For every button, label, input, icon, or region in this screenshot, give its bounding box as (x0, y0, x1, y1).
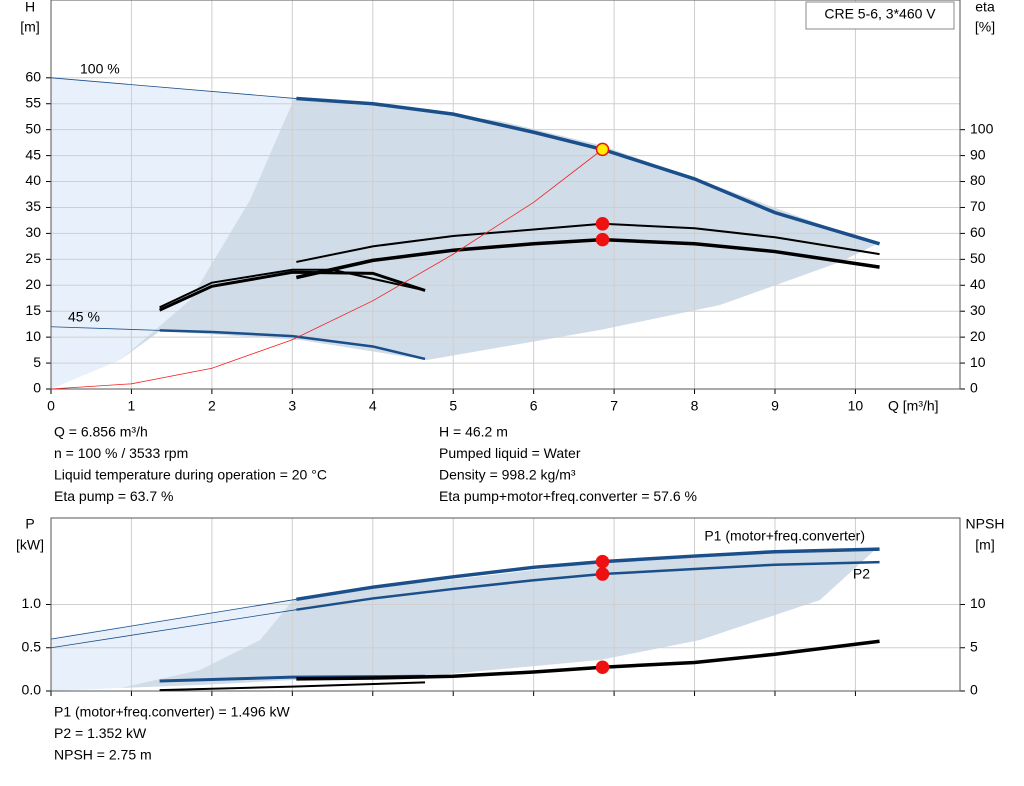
curve (50, 149, 603, 390)
info-line: Liquid temperature during operation = 20… (54, 467, 327, 483)
curve-label: 100 % (80, 61, 120, 77)
operating-point (595, 554, 610, 569)
y-tick-label: 25 (25, 250, 41, 266)
y2-tick-label: 90 (970, 146, 986, 162)
area-light (51, 599, 294, 691)
y2-tick-label: 70 (970, 198, 986, 214)
y-tick-label: 0 (33, 380, 41, 396)
curve (50, 77, 297, 99)
curve (159, 681, 426, 692)
curve (296, 547, 880, 602)
info-line: Pumped liquid = Water (439, 445, 581, 461)
operating-point (595, 567, 610, 581)
curve (50, 598, 297, 640)
info-line: NPSH = 2.75 m (54, 747, 152, 763)
info-line: H = 46.2 m (439, 424, 508, 440)
curve (296, 639, 880, 681)
info-line: Density = 998.2 kg/m³ (439, 467, 576, 483)
y2-tick-label: 0 (970, 380, 978, 396)
operating-point (595, 142, 610, 157)
y-tick-label: 50 (25, 120, 41, 136)
x-tick-label: 8 (691, 398, 699, 414)
y-tick-label: 60 (25, 69, 41, 85)
curve-label: 45 % (68, 309, 100, 325)
curve (296, 96, 881, 246)
operating-point (595, 660, 610, 674)
y-tick-label: 10 (25, 328, 41, 344)
y2-axis-unit: [%] (975, 19, 995, 35)
plot-frame (50, 517, 961, 692)
y2-tick-label: 100 (970, 120, 994, 136)
y-axis-unit: [m] (20, 19, 39, 35)
y-axis-unit: [kW] (16, 537, 44, 553)
y-tick-label: 0.5 (22, 638, 42, 654)
y2-axis-title: eta (975, 0, 995, 15)
model-label: CRE 5-6, 3*460 V (824, 6, 936, 22)
model-box (805, 1, 955, 30)
x-tick-label: 5 (449, 398, 457, 414)
y2-axis-unit: [m] (975, 537, 994, 553)
y2-axis-title: NPSH (966, 516, 1005, 532)
y-tick-label: 1.0 (22, 595, 42, 611)
area-main (120, 548, 877, 688)
info-line: Eta pump+motor+freq.converter = 57.6 % (439, 488, 697, 504)
y2-tick-label: 5 (970, 638, 978, 654)
x-tick-label: 1 (128, 398, 136, 414)
curve (295, 237, 880, 280)
info-line: Eta pump = 63.7 % (54, 488, 173, 504)
curve (296, 560, 880, 611)
y-axis-title: P (25, 516, 34, 532)
y-tick-label: 30 (25, 224, 41, 240)
x-tick-label: 4 (369, 398, 377, 414)
y-tick-label: 40 (25, 172, 41, 188)
y2-tick-label: 50 (970, 250, 986, 266)
y-tick-label: 45 (25, 146, 41, 162)
y-tick-label: 0.0 (22, 682, 42, 698)
curve (159, 329, 426, 361)
operating-point (595, 232, 610, 247)
y2-tick-label: 10 (970, 354, 986, 370)
area-main (120, 99, 877, 360)
x-tick-label: 7 (610, 398, 618, 414)
y2-tick-label: 80 (970, 172, 986, 188)
x-tick-label: 3 (288, 398, 296, 414)
y-tick-label: 5 (33, 354, 41, 370)
info-line: Q = 6.856 m³/h (54, 424, 148, 440)
y2-tick-label: 40 (970, 276, 986, 292)
curve-label: P2 (853, 566, 870, 582)
y2-tick-label: 10 (970, 595, 986, 611)
x-tick-label: 10 (848, 398, 864, 414)
operating-point (595, 217, 610, 231)
y-tick-label: 55 (25, 94, 41, 110)
x-tick-label: 2 (208, 398, 216, 414)
plot-frame (50, 0, 961, 390)
curve (296, 222, 880, 263)
y2-tick-label: 30 (970, 302, 986, 318)
curve (159, 268, 426, 309)
info-line: P1 (motor+freq.converter) = 1.496 kW (54, 704, 291, 720)
y-tick-label: 35 (25, 198, 41, 214)
info-line: n = 100 % / 3533 rpm (54, 445, 188, 461)
curve (50, 326, 160, 331)
x-tick-label: 9 (771, 398, 779, 414)
background-areas (51, 77, 877, 691)
x-axis-title: Q [m³/h] (888, 398, 939, 414)
y2-tick-label: 60 (970, 224, 986, 240)
x-tick-label: 0 (47, 398, 55, 414)
y2-tick-label: 20 (970, 328, 986, 344)
curve-label: P1 (motor+freq.converter) (704, 528, 865, 544)
y-axis-title: H (25, 0, 35, 15)
y2-tick-label: 0 (970, 682, 978, 698)
info-line: P2 = 1.352 kW (54, 725, 147, 741)
curve (50, 609, 297, 649)
x-tick-label: 6 (530, 398, 538, 414)
y-tick-label: 20 (25, 276, 41, 292)
y-tick-label: 15 (25, 302, 41, 318)
curve (158, 270, 426, 312)
